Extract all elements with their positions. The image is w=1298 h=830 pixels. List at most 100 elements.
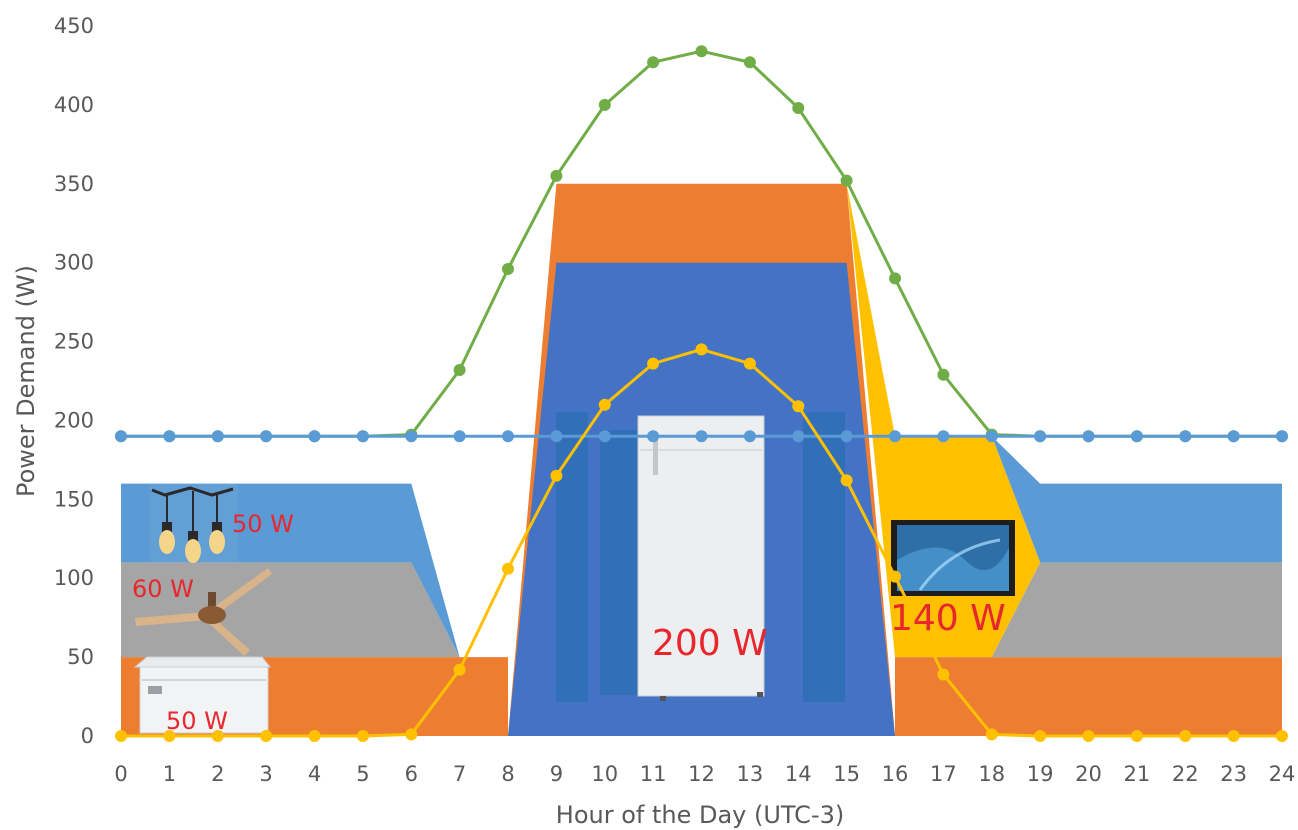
series-3-point — [260, 730, 273, 742]
series-2-point — [937, 430, 950, 443]
series-1-point — [792, 102, 805, 114]
series-2-point — [1130, 430, 1143, 443]
x-tick-label: 13 — [737, 762, 764, 786]
series-3-point — [695, 343, 708, 356]
series-3-point — [453, 663, 466, 676]
series-1-point — [453, 364, 466, 376]
series-2-point — [550, 430, 563, 443]
series-3-point — [163, 730, 176, 742]
series-3-point — [840, 474, 853, 487]
series-3-point — [647, 357, 660, 370]
series-1-point — [598, 98, 611, 111]
series-1-point — [695, 45, 708, 58]
x-tick-label: 22 — [1172, 762, 1199, 786]
series-2-point — [1179, 430, 1192, 443]
series-1-point — [889, 272, 901, 285]
x-tick-label: 6 — [405, 762, 418, 786]
x-tick-label: 21 — [1124, 762, 1151, 786]
series-3-point — [308, 730, 321, 742]
annotations-layer: 50 W 60 W 50 W 200 W 140 W — [132, 510, 1006, 735]
series-3-point — [792, 400, 805, 413]
watt-label-freezer: 50 W — [166, 707, 228, 735]
x-tick-label: 14 — [785, 762, 812, 786]
series-2-point — [453, 430, 466, 443]
series-1-point — [550, 169, 563, 182]
watt-label-string-lights: 50 W — [232, 510, 294, 538]
x-tick-label: 17 — [930, 762, 957, 786]
x-tick-label: 20 — [1075, 762, 1102, 786]
series-2-point — [1227, 430, 1240, 443]
series-3-point — [502, 562, 514, 575]
x-tick-label: 23 — [1220, 762, 1247, 786]
series-2-point — [356, 430, 369, 443]
series-2-point — [647, 430, 660, 443]
x-axis-title: Hour of the Day (UTC-3) — [556, 801, 844, 829]
series-3-point — [115, 730, 127, 742]
series-1-point — [743, 56, 756, 69]
x-tick-label: 5 — [356, 762, 369, 786]
x-tick-label: 19 — [1027, 762, 1054, 786]
x-tick-label: 12 — [688, 762, 715, 786]
series-2-point — [598, 430, 611, 443]
series-1-point — [647, 56, 660, 69]
series-3-point — [937, 668, 950, 681]
x-tick-label: 7 — [453, 762, 466, 786]
series-1-point — [502, 263, 514, 275]
series-2-point — [502, 430, 514, 443]
series-2-point — [889, 430, 901, 443]
series-2-point — [985, 430, 998, 443]
y-tick-label: 0 — [81, 724, 94, 748]
series-2-point — [260, 430, 273, 443]
series-3-point — [1179, 730, 1192, 742]
series-3-point — [356, 730, 369, 742]
series-3-point — [889, 570, 901, 583]
series-2-point — [308, 430, 321, 443]
x-tick-label: 0 — [114, 762, 127, 786]
y-tick-label: 450 — [54, 14, 94, 38]
series-2-point — [163, 430, 176, 443]
series-2-point — [1034, 430, 1047, 443]
x-tick-label: 9 — [550, 762, 563, 786]
area-string-lights — [121, 483, 460, 658]
y-tick-label: 100 — [54, 566, 94, 590]
watt-label-refrigerator: 200 W — [652, 623, 768, 664]
series-3-point — [1034, 730, 1047, 742]
series-2-point — [743, 430, 756, 443]
x-tick-label: 11 — [640, 762, 667, 786]
series-3-point — [1276, 730, 1288, 742]
y-tick-label: 350 — [54, 172, 94, 196]
x-tick-label: 18 — [978, 762, 1005, 786]
series-2-point — [840, 430, 853, 443]
y-tick-label: 300 — [54, 251, 94, 275]
x-tick-label: 1 — [163, 762, 176, 786]
refrigerator-icon — [556, 412, 845, 702]
x-tick-label: 3 — [259, 762, 272, 786]
lines-layer — [115, 45, 1288, 742]
series-2-point — [695, 430, 708, 443]
string-lights-icon — [150, 484, 238, 563]
series-1-point — [840, 174, 853, 187]
y-tick-label: 400 — [54, 93, 94, 117]
series-2-point — [1082, 430, 1095, 443]
y-tick-label: 150 — [54, 487, 94, 511]
series-3-point — [743, 357, 756, 370]
series-3-point — [598, 398, 611, 411]
x-tick-label: 24 — [1269, 762, 1296, 786]
x-tick-label: 10 — [591, 762, 618, 786]
x-tick-label: 16 — [882, 762, 909, 786]
television-icon — [891, 520, 1015, 596]
x-tick-label: 8 — [501, 762, 514, 786]
series-2-point — [792, 430, 805, 443]
y-tick-label: 250 — [54, 330, 94, 354]
freezer-icon — [133, 656, 272, 734]
area-string-lights-evening — [991, 436, 1282, 563]
series-3-point — [1227, 730, 1240, 742]
y-tick-label: 200 — [54, 408, 94, 432]
area-freezer — [121, 657, 1282, 736]
watt-label-ceiling-fan: 60 W — [132, 575, 194, 603]
series-2-point — [405, 430, 418, 443]
series-3-point — [1130, 730, 1143, 742]
series-3-point — [985, 728, 998, 741]
x-tick-label: 15 — [833, 762, 860, 786]
